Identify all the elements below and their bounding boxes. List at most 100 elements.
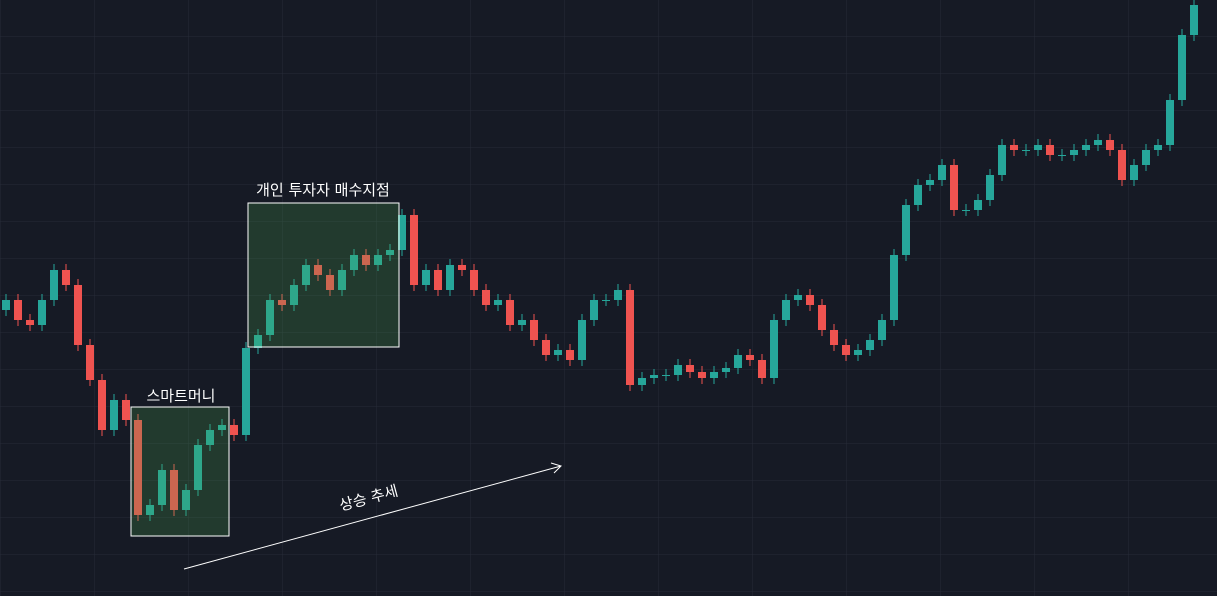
candle-body <box>338 270 346 290</box>
candle-body <box>806 295 814 305</box>
candle-body <box>218 425 226 430</box>
candle-body <box>566 350 574 360</box>
candle-body <box>758 360 766 378</box>
candle-body <box>974 200 982 210</box>
candle-body <box>362 255 370 265</box>
candle-body <box>674 365 682 375</box>
candle-body <box>686 365 694 372</box>
candle-body <box>1070 150 1078 155</box>
candle-body <box>482 290 490 305</box>
candle-body <box>158 470 166 505</box>
candle-body <box>650 375 658 378</box>
candle-body <box>914 185 922 205</box>
candle-body <box>422 270 430 285</box>
candles <box>2 0 1198 521</box>
candle-body <box>314 265 322 275</box>
candle-body <box>266 300 274 335</box>
candle-body <box>458 265 466 270</box>
candle-body <box>242 348 250 435</box>
candle-body <box>938 165 946 180</box>
candle-body <box>638 378 646 385</box>
candle-body <box>194 445 202 490</box>
candle-body <box>14 300 22 320</box>
candle-body <box>578 320 586 360</box>
candle-body <box>1142 150 1150 165</box>
candle-body <box>866 340 874 350</box>
candle-body <box>590 300 598 320</box>
candle-body <box>998 145 1006 175</box>
candle-body <box>1058 155 1066 156</box>
candle-body <box>746 355 754 360</box>
candle-body <box>542 340 550 355</box>
candle-body <box>782 300 790 320</box>
candle-body <box>26 320 34 325</box>
candle-body <box>1082 145 1090 150</box>
candle-body <box>350 255 358 270</box>
candle-body <box>626 290 634 385</box>
candle-body <box>386 250 394 255</box>
candle-body <box>506 300 514 325</box>
candle-body <box>614 290 622 300</box>
candle-body <box>434 270 442 290</box>
candle-body <box>290 285 298 305</box>
candle-body <box>1118 150 1126 180</box>
candle-body <box>38 300 46 325</box>
candle-body <box>818 305 826 330</box>
candle-body <box>398 215 406 250</box>
candle-body <box>842 345 850 355</box>
candle-body <box>770 320 778 378</box>
candle-body <box>1154 145 1162 150</box>
candle-body <box>986 175 994 200</box>
candle-body <box>902 205 910 255</box>
candle-body <box>1166 100 1174 145</box>
candle-body <box>170 470 178 510</box>
candle-body <box>854 350 862 355</box>
candle-body <box>602 300 610 301</box>
candle-body <box>1178 35 1186 100</box>
candle-body <box>950 165 958 210</box>
candle-body <box>890 255 898 320</box>
candle-body <box>302 265 310 285</box>
candle-body <box>698 372 706 378</box>
candle-body <box>734 355 742 368</box>
candle-body <box>122 400 130 420</box>
candle-body <box>74 285 82 345</box>
candle-body <box>470 270 478 290</box>
candle-body <box>662 375 670 376</box>
trend-arrowhead <box>550 462 562 474</box>
candle-body <box>254 335 262 348</box>
candle-body <box>62 270 70 285</box>
candle-body <box>230 425 238 435</box>
candle-body <box>50 270 58 300</box>
candle-body <box>1046 145 1054 155</box>
candle-body <box>1130 165 1138 180</box>
candle-body <box>962 210 970 211</box>
candle-body <box>1190 5 1198 35</box>
candle-body <box>1034 145 1042 150</box>
candle-body <box>926 180 934 185</box>
candle-body <box>182 490 190 510</box>
candle-body <box>554 350 562 355</box>
candle-body <box>1106 140 1114 150</box>
candle-body <box>134 420 142 515</box>
candle-body <box>794 295 802 300</box>
candle-body <box>374 255 382 265</box>
candle-body <box>1022 150 1030 151</box>
annotation-label: 개인 투자자 매수지점 <box>256 181 390 199</box>
highlight-box <box>247 202 400 348</box>
candle-body <box>722 368 730 372</box>
highlight-box <box>130 406 230 537</box>
candle-body <box>494 300 502 305</box>
candle-body <box>98 380 106 430</box>
candle-body <box>110 400 118 430</box>
candle-body <box>1094 140 1102 145</box>
candle-body <box>206 430 214 445</box>
candle-body <box>710 372 718 378</box>
candle-body <box>518 320 526 325</box>
candle-body <box>410 215 418 285</box>
candle-body <box>830 330 838 345</box>
candle-body <box>446 265 454 290</box>
